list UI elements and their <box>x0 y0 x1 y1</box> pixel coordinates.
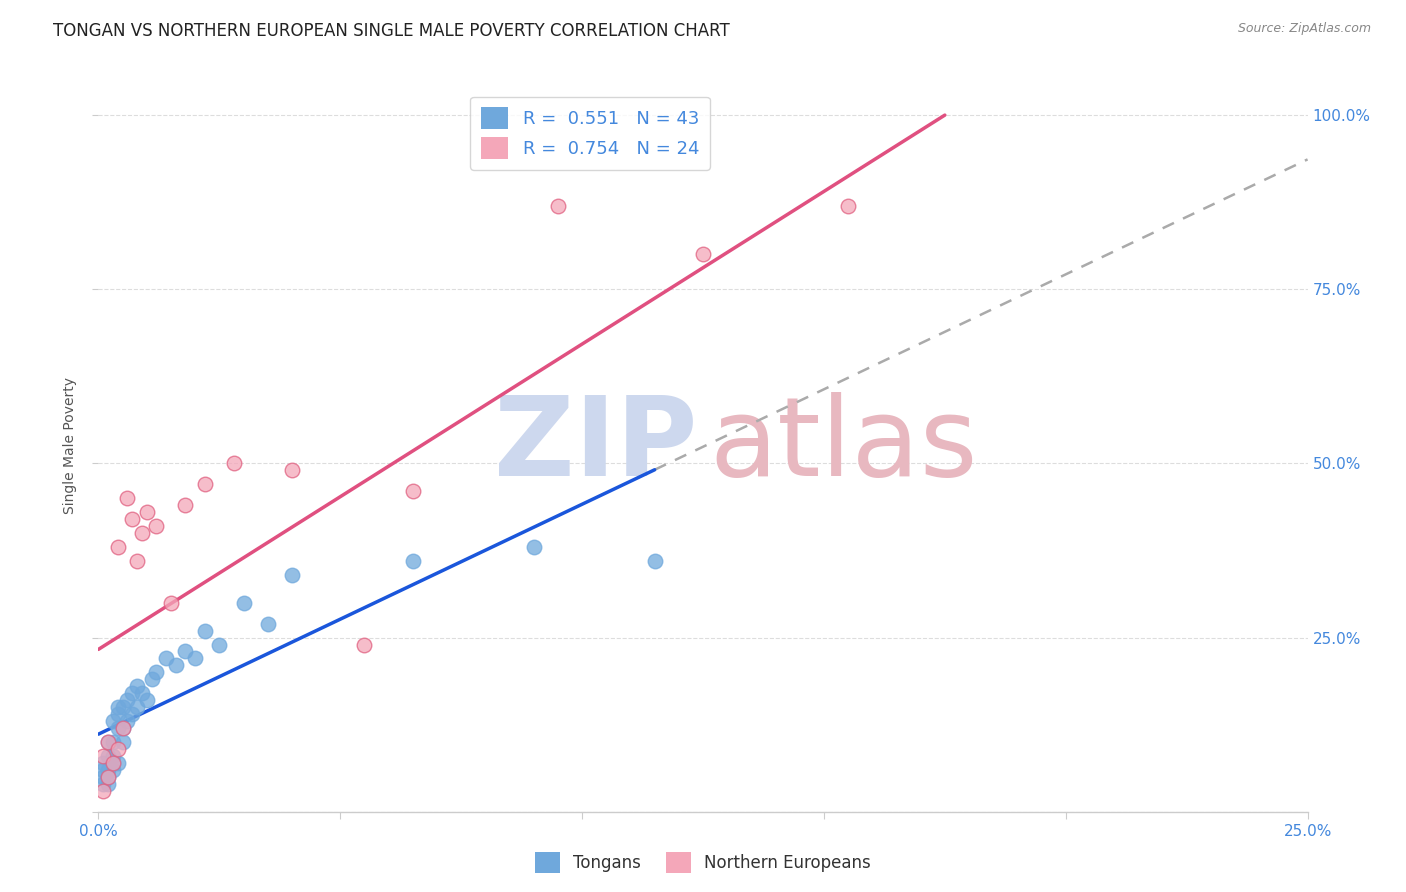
Legend: Tongans, Northern Europeans: Tongans, Northern Europeans <box>529 846 877 880</box>
Point <box>121 512 143 526</box>
Point <box>353 638 375 652</box>
Point <box>174 644 197 658</box>
Point <box>107 721 129 735</box>
Point <box>97 777 120 791</box>
Point <box>165 658 187 673</box>
Point <box>91 770 114 784</box>
Point <box>111 735 134 749</box>
Point <box>208 638 231 652</box>
Point <box>117 714 139 728</box>
Point <box>232 596 254 610</box>
Text: TONGAN VS NORTHERN EUROPEAN SINGLE MALE POVERTY CORRELATION CHART: TONGAN VS NORTHERN EUROPEAN SINGLE MALE … <box>53 22 730 40</box>
Point <box>107 540 129 554</box>
Point <box>121 686 143 700</box>
Point <box>91 763 114 777</box>
Point <box>101 714 124 728</box>
Point <box>121 707 143 722</box>
Point <box>91 784 114 798</box>
Point <box>145 519 167 533</box>
Point <box>135 505 157 519</box>
Point <box>160 596 183 610</box>
Point <box>111 721 134 735</box>
Point <box>91 756 114 770</box>
Point <box>127 554 149 568</box>
Point <box>644 554 666 568</box>
Point <box>135 693 157 707</box>
Point <box>97 770 120 784</box>
Point <box>222 457 245 471</box>
Point <box>523 540 546 554</box>
Point <box>256 616 278 631</box>
Y-axis label: Single Male Poverty: Single Male Poverty <box>63 377 77 515</box>
Point <box>141 673 163 687</box>
Point <box>194 624 217 638</box>
Point <box>837 199 859 213</box>
Point <box>127 679 149 693</box>
Point <box>402 554 425 568</box>
Point <box>145 665 167 680</box>
Point <box>107 742 129 756</box>
Point <box>97 749 120 764</box>
Point <box>281 463 304 477</box>
Point <box>97 763 120 777</box>
Point <box>692 247 714 261</box>
Text: Source: ZipAtlas.com: Source: ZipAtlas.com <box>1237 22 1371 36</box>
Point <box>107 756 129 770</box>
Point <box>97 735 120 749</box>
Point <box>155 651 177 665</box>
Point <box>194 477 217 491</box>
Text: atlas: atlas <box>709 392 977 500</box>
Text: ZIP: ZIP <box>494 392 697 500</box>
Point <box>111 700 134 714</box>
Point <box>107 707 129 722</box>
Point <box>547 199 569 213</box>
Point <box>101 735 124 749</box>
Point <box>174 498 197 512</box>
Point <box>101 749 124 764</box>
Point <box>91 749 114 764</box>
Point <box>131 526 153 541</box>
Point <box>117 693 139 707</box>
Point <box>127 700 149 714</box>
Point <box>101 756 124 770</box>
Legend: R =  0.551   N = 43, R =  0.754   N = 24: R = 0.551 N = 43, R = 0.754 N = 24 <box>470 96 710 169</box>
Point <box>117 491 139 506</box>
Point <box>97 735 120 749</box>
Point <box>184 651 207 665</box>
Point <box>402 484 425 499</box>
Point <box>101 763 124 777</box>
Point <box>97 770 120 784</box>
Point <box>131 686 153 700</box>
Point <box>101 756 124 770</box>
Point <box>91 777 114 791</box>
Point <box>107 700 129 714</box>
Point <box>281 567 304 582</box>
Point <box>111 721 134 735</box>
